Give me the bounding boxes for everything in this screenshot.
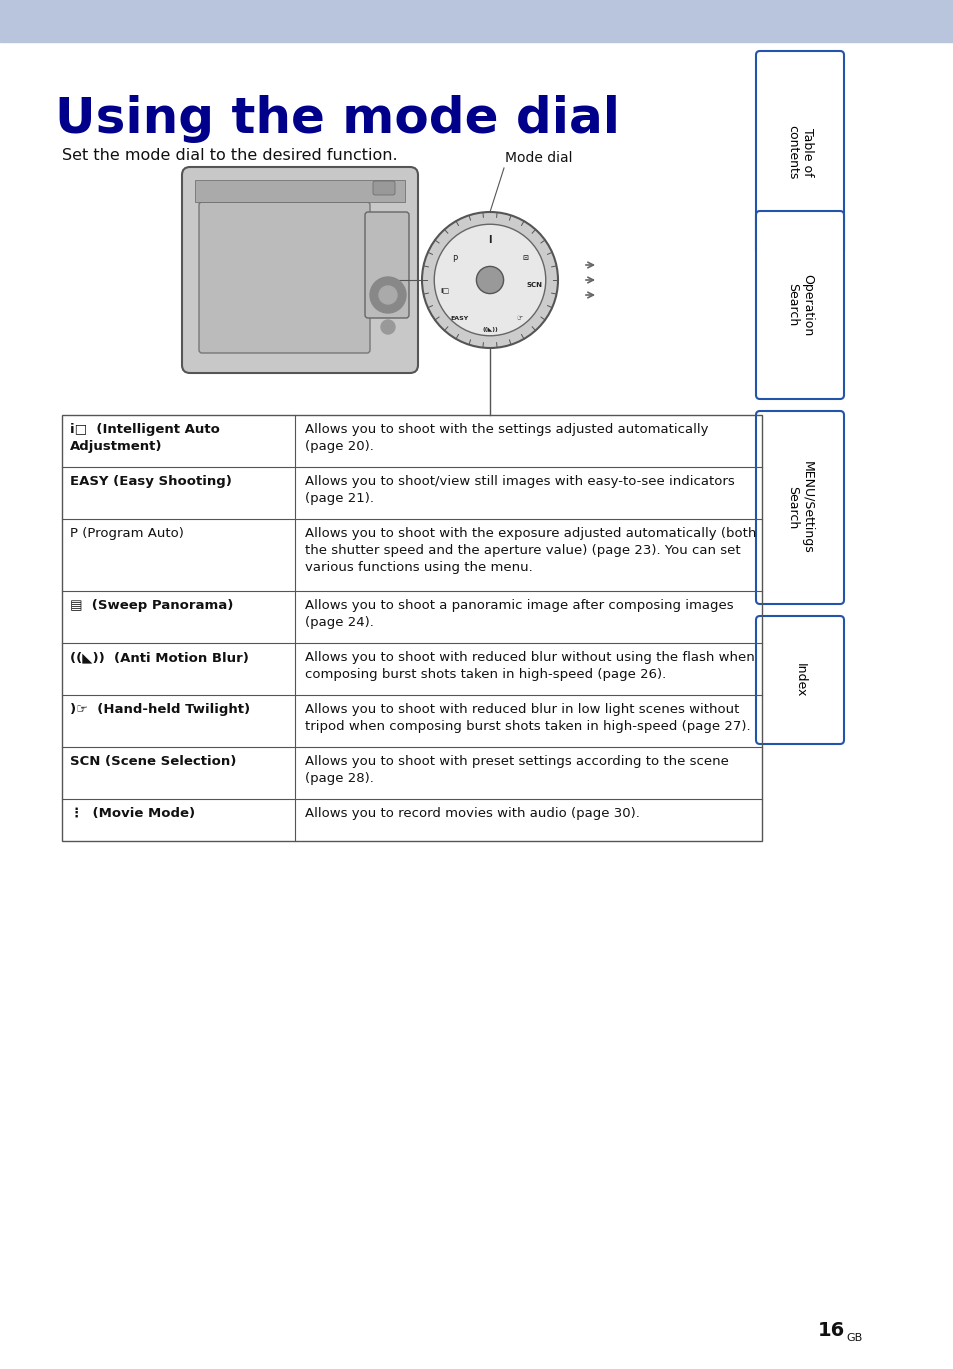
FancyBboxPatch shape [755,51,843,255]
Text: P (Program Auto): P (Program Auto) [70,527,184,539]
Text: ☞: ☞ [517,315,522,320]
FancyBboxPatch shape [182,167,417,372]
Text: Allows you to shoot with the settings adjusted automatically
(page 20).: Allows you to shoot with the settings ad… [305,423,708,453]
Text: Mode dial: Mode dial [504,151,572,166]
Text: GB: GB [845,1333,862,1343]
Circle shape [380,320,395,334]
Text: SCN: SCN [526,282,542,287]
Text: i□  (Intelligent Auto
Adjustment): i□ (Intelligent Auto Adjustment) [70,423,219,453]
Text: Allows you to shoot with preset settings according to the scene
(page 28).: Allows you to shoot with preset settings… [305,754,728,784]
Text: MENU/Settings
Search: MENU/Settings Search [785,461,813,554]
Text: ((◣)): ((◣)) [481,327,497,333]
Text: ⊡: ⊡ [521,255,527,261]
Text: Allows you to shoot/view still images with easy-to-see indicators
(page 21).: Allows you to shoot/view still images wi… [305,475,734,505]
Bar [194,179,405,203]
Text: Table of
contents: Table of contents [785,126,813,179]
Text: Using the mode dial: Using the mode dial [55,94,619,142]
Text: Allows you to record movies with audio (page 30).: Allows you to record movies with audio (… [305,806,639,820]
Text: ⋮  (Movie Mode): ⋮ (Movie Mode) [70,806,195,820]
Circle shape [476,267,503,293]
Text: Allows you to shoot with the exposure adjusted automatically (both
the shutter s: Allows you to shoot with the exposure ad… [305,527,756,574]
Circle shape [370,277,406,314]
Text: Allows you to shoot with reduced blur without using the flash when
composing bur: Allows you to shoot with reduced blur wi… [305,652,754,680]
Text: Operation
Search: Operation Search [785,274,813,337]
Text: EASY: EASY [451,315,469,320]
FancyBboxPatch shape [755,211,843,398]
Text: P: P [452,256,457,264]
Circle shape [434,225,545,335]
FancyBboxPatch shape [373,181,395,194]
Bar [0,0,953,42]
Text: EASY (Easy Shooting): EASY (Easy Shooting) [70,475,232,487]
Text: 16: 16 [817,1321,844,1340]
Text: Index: Index [793,663,805,697]
Text: ▤  (Sweep Panorama): ▤ (Sweep Panorama) [70,600,233,612]
FancyBboxPatch shape [365,212,409,318]
Text: I: I [488,235,491,245]
Text: Set the mode dial to the desired function.: Set the mode dial to the desired functio… [62,148,397,163]
Text: Allows you to shoot with reduced blur in low light scenes without
tripod when co: Allows you to shoot with reduced blur in… [305,704,750,732]
Text: Allows you to shoot a panoramic image after composing images
(page 24).: Allows you to shoot a panoramic image af… [305,600,733,628]
Bar [62,415,761,841]
Text: i□: i□ [440,287,449,293]
FancyBboxPatch shape [755,411,843,604]
Text: )☞  (Hand-held Twilight): )☞ (Hand-held Twilight) [70,704,250,716]
FancyBboxPatch shape [755,616,843,743]
Text: ((◣))  (Anti Motion Blur): ((◣)) (Anti Motion Blur) [70,652,249,664]
Text: SCN (Scene Selection): SCN (Scene Selection) [70,754,236,768]
FancyBboxPatch shape [199,203,370,353]
Circle shape [378,286,396,304]
Circle shape [421,212,558,348]
